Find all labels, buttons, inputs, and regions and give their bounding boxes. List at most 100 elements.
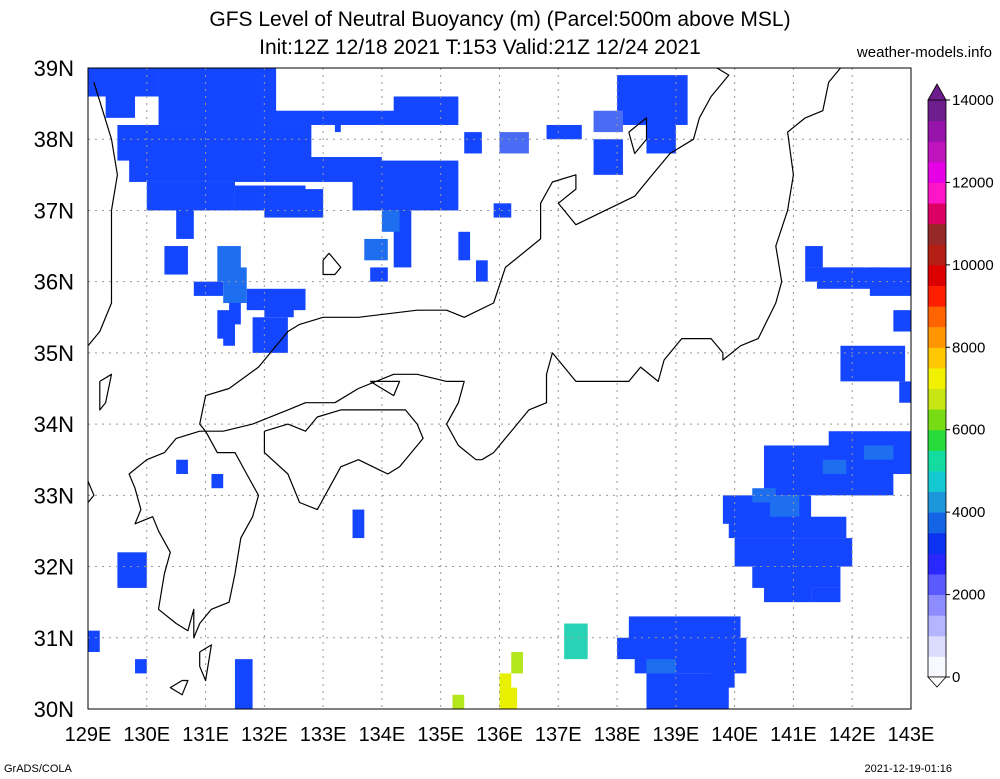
field-cell (593, 110, 623, 133)
field-cell (863, 445, 894, 460)
lon-tick-label: 138E (594, 724, 641, 746)
field-cell (105, 96, 136, 118)
colorbar-label: 2000 (952, 587, 985, 604)
field-cell (722, 644, 741, 667)
field-cell (593, 139, 623, 175)
field-cell (458, 231, 471, 261)
colorbar-swatch (928, 553, 946, 575)
colorbar-min-arrow (927, 676, 947, 688)
coastline (263, 409, 424, 511)
field-cell (164, 246, 188, 275)
colorbar-swatch (928, 100, 946, 122)
field-cell (646, 117, 676, 154)
field-cell (364, 238, 388, 261)
field-cell (352, 509, 365, 539)
field-cell (176, 68, 224, 111)
field-cell (646, 659, 676, 674)
field-cell (811, 587, 841, 603)
colorbar-swatch (928, 409, 946, 431)
colorbar-swatch (928, 491, 946, 513)
field-cell (752, 488, 776, 503)
lon-tick-label: 141E (770, 724, 817, 746)
field-cell (840, 345, 906, 382)
field-cell (352, 160, 459, 211)
colorbar-swatch (928, 429, 946, 451)
field-cell (899, 381, 911, 403)
colorbar-swatch (928, 264, 946, 286)
field-cell (852, 473, 888, 496)
lat-tick-label: 33N (34, 483, 74, 508)
field-cell (805, 267, 864, 282)
colorbar-swatch (928, 203, 946, 225)
field-cell (88, 630, 100, 653)
field-cell (176, 459, 188, 474)
field-cell (264, 295, 294, 318)
lon-tick-label: 137E (535, 724, 582, 746)
field-cell (764, 584, 812, 603)
lat-tick-label: 36N (34, 270, 74, 295)
colorbar-swatch (928, 656, 946, 678)
coastline (169, 679, 189, 696)
colorbar-swatch (928, 388, 946, 410)
coastline (87, 82, 118, 347)
colorbar-max-arrow (927, 83, 947, 101)
lat-tick-label: 39N (34, 56, 74, 81)
field-cell (822, 459, 847, 474)
colorbar-swatch (928, 223, 946, 245)
colorbar-swatch (928, 594, 946, 616)
lon-tick-label: 136E (476, 724, 523, 746)
colorbar-swatch (928, 367, 946, 389)
footer-right: 2021-12-19-01:16 (864, 763, 952, 775)
colorbar-swatch (928, 532, 946, 554)
field-cell (728, 516, 847, 539)
field-cell (464, 132, 482, 154)
colorbar-swatch (928, 450, 946, 472)
chart-title: GFS Level of Neutral Buoyancy (m) (Parce… (209, 8, 791, 31)
lon-tick-label: 129E (65, 724, 112, 746)
colorbar-label: 0 (952, 669, 960, 686)
map-frame (87, 67, 912, 710)
field-cell (617, 75, 688, 125)
lon-tick-label: 143E (888, 724, 935, 746)
colorbar-label: 14000 (952, 92, 994, 109)
coastline (322, 252, 342, 276)
field-cell (129, 157, 382, 182)
colorbar-label: 4000 (952, 504, 985, 521)
colorbar-label: 12000 (952, 174, 994, 191)
field-cell (135, 659, 147, 674)
colorbar-swatch (928, 120, 946, 142)
field-cell (211, 473, 224, 489)
field-cell (334, 117, 341, 133)
colorbar: 0 2000 4000 6000 8000 10000 12000 14000 (927, 83, 994, 688)
lat-tick-label: 30N (34, 697, 74, 722)
field-cell (234, 659, 253, 709)
colorbar-swatch (928, 244, 946, 266)
colorbar-swatch (928, 573, 946, 596)
field-cell (805, 246, 823, 268)
field-cell (229, 288, 241, 325)
field-cell (769, 495, 800, 517)
field-cell (499, 132, 529, 154)
field-cell (205, 110, 400, 125)
field-cell (499, 673, 512, 688)
colorbar-swatch (928, 326, 946, 348)
lon-tick-label: 130E (123, 724, 170, 746)
field-cell (117, 124, 312, 161)
lon-tick-label: 132E (241, 724, 288, 746)
field-cell (511, 652, 524, 674)
coastline (369, 380, 401, 397)
colorbar-swatch (928, 285, 946, 307)
field-cell (393, 96, 459, 125)
field-cell (499, 687, 518, 709)
lat-tick-label: 34N (34, 412, 74, 437)
colorbar-label: 6000 (952, 422, 985, 439)
colorbar-label: 8000 (952, 339, 985, 356)
lon-tick-label: 140E (711, 724, 758, 746)
colorbar-label: 10000 (952, 257, 994, 274)
lon-tick-label: 133E (300, 724, 347, 746)
colorbar-swatch (928, 182, 946, 204)
coastlines (87, 67, 841, 696)
buoyancy-field (88, 68, 911, 709)
field-cell (117, 552, 147, 588)
